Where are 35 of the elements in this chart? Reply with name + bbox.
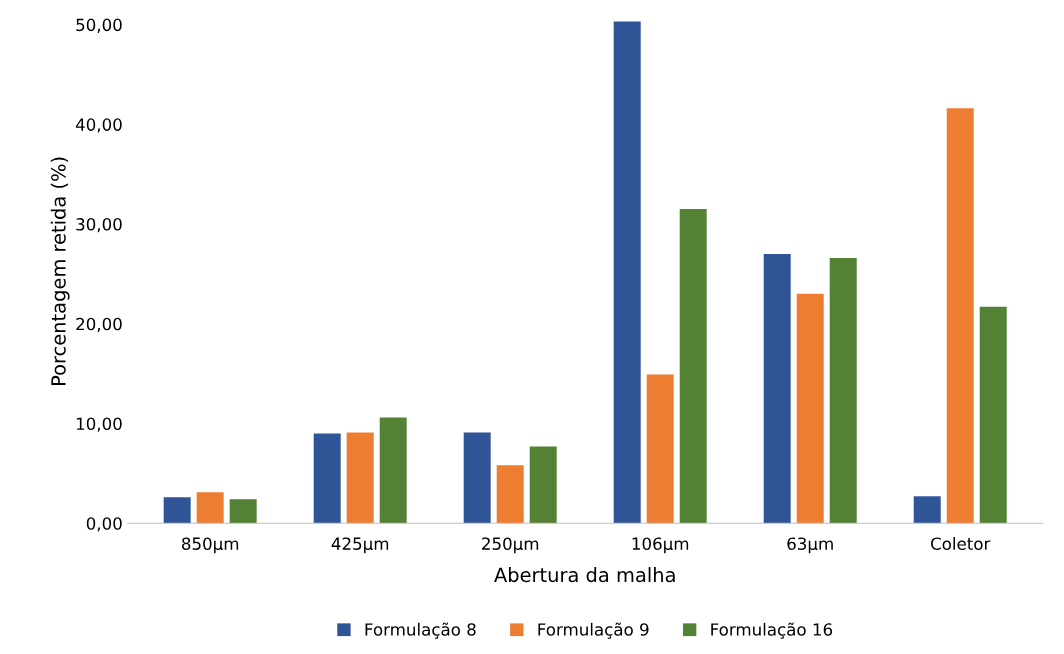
y-tick-label: 10,00 [76,417,122,432]
bar [163,497,191,524]
y-tick-label: 20,00 [76,317,122,333]
bar [913,496,941,524]
x-tick-label: 63µm [787,537,833,554]
bar [496,465,524,524]
bar [346,432,374,524]
y-axis-title: Porcentagem retida (%) [50,157,70,386]
bar [679,209,707,524]
x-tick-label: 106µm [632,537,689,554]
bar [529,446,557,524]
x-axis-title: Abertura da malha [494,567,675,583]
bar [796,293,824,524]
bar [979,306,1007,524]
bar [463,432,491,524]
x-tick-label: 850µm [181,537,239,554]
bar [379,417,407,524]
x-tick-label: 425µm [331,537,389,554]
bar [196,492,224,524]
bar [646,374,674,524]
bar [613,21,641,524]
y-tick-label: 50,00 [76,18,122,33]
bar [229,499,257,524]
legend-label: Formulação 8 [365,622,476,639]
x-tick-label: Coletor [931,537,991,550]
legend-label: Formulação 9 [538,622,649,639]
bar [829,257,857,524]
bar [946,108,974,524]
legend-label: Formulação 16 [711,622,833,639]
y-tick-label: 30,00 [76,218,122,233]
y-tick-label: 40,00 [75,118,122,133]
x-tick-label: 250µm [482,537,539,554]
bar [763,253,791,524]
y-tick-label: 0,00 [86,517,122,532]
bar [313,433,341,524]
